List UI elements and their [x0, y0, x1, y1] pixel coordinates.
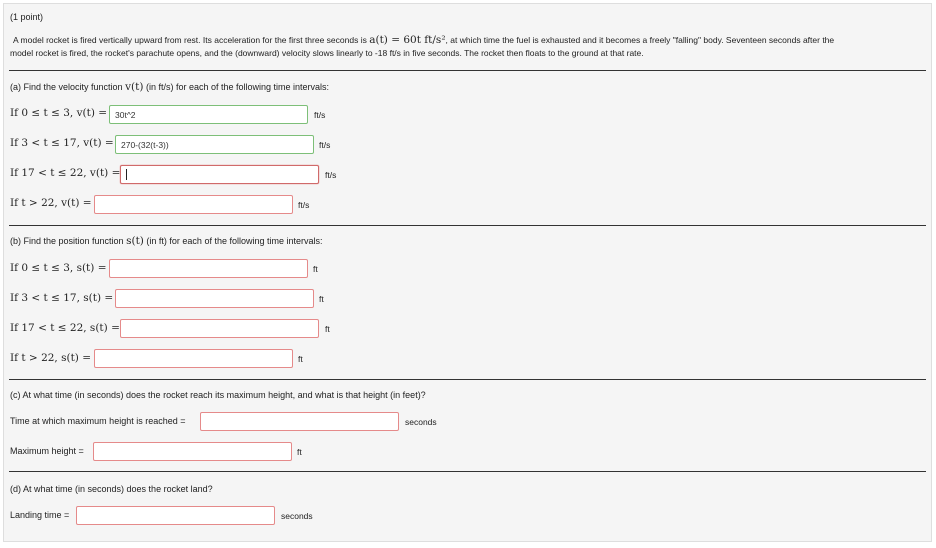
position-unit-4: ft	[298, 354, 303, 364]
part-b-prompt-text: (b) Find the position function	[10, 236, 124, 246]
velocity-input-4[interactable]	[94, 195, 293, 214]
divider	[9, 225, 926, 226]
velocity-symbol: v(t)	[125, 81, 144, 93]
part-b-prompt-text-2: (in ft) for each of the following time i…	[146, 236, 323, 246]
max-height-input[interactable]	[93, 442, 292, 461]
part-c-prompt: (c) At what time (in seconds) does the r…	[10, 390, 426, 400]
divider	[9, 70, 926, 71]
velocity-label-2: If 3 < t ≤ 17, v(t) =	[10, 137, 114, 149]
position-label-3: If 17 < t ≤ 22, s(t) =	[10, 322, 120, 334]
position-unit-2: ft	[319, 294, 324, 304]
position-label-2: If 3 < t ≤ 17, s(t) =	[10, 292, 114, 304]
acceleration-formula: a(t) = 60t ft/s²	[369, 34, 446, 46]
divider	[9, 379, 926, 380]
part-a-prompt-text: (a) Find the velocity function	[10, 82, 123, 92]
text-cursor	[126, 169, 127, 180]
max-time-label: Time at which maximum height is reached …	[10, 416, 186, 426]
max-height-unit: ft	[297, 447, 302, 457]
position-symbol: s(t)	[126, 235, 144, 247]
velocity-label-4: If t > 22, v(t) =	[10, 197, 92, 209]
max-height-label: Maximum height =	[10, 446, 84, 456]
landing-time-label: Landing time =	[10, 510, 70, 520]
position-input-4[interactable]	[94, 349, 293, 368]
landing-time-input[interactable]	[76, 506, 275, 525]
problem-text-1b: , at which time the fuel is exhausted an…	[445, 35, 835, 45]
velocity-label-1: If 0 ≤ t ≤ 3, v(t) =	[10, 107, 108, 119]
velocity-unit-4: ft/s	[298, 200, 310, 210]
velocity-unit-2: ft/s	[319, 140, 331, 150]
max-time-unit: seconds	[405, 417, 437, 427]
velocity-label-3: If 17 < t ≤ 22, v(t) =	[10, 167, 121, 179]
problem-panel: (1 point) A model rocket is fired vertic…	[3, 3, 932, 542]
part-a-prompt-text-2: (in ft/s) for each of the following time…	[145, 82, 330, 92]
velocity-unit-1: ft/s	[314, 110, 326, 120]
position-unit-1: ft	[313, 264, 318, 274]
part-a-prompt: (a) Find the velocity function v(t) (in …	[10, 82, 329, 93]
landing-time-unit: seconds	[281, 511, 313, 521]
position-input-3[interactable]	[120, 319, 319, 338]
position-unit-3: ft	[325, 324, 330, 334]
position-label-4: If t > 22, s(t) =	[10, 352, 92, 364]
velocity-input-3[interactable]	[120, 165, 319, 184]
problem-statement: A model rocket is fired vertically upwar…	[13, 34, 931, 47]
part-d-prompt: (d) At what time (in seconds) does the r…	[10, 484, 213, 494]
max-time-input[interactable]	[200, 412, 399, 431]
position-input-1[interactable]	[109, 259, 308, 278]
position-label-1: If 0 ≤ t ≤ 3, s(t) =	[10, 262, 107, 274]
velocity-input-2[interactable]	[115, 135, 314, 154]
divider	[9, 471, 926, 472]
part-b-prompt: (b) Find the position function s(t) (in …	[10, 236, 323, 247]
problem-text-2: model rocket is fired, the rocket's para…	[10, 48, 644, 58]
velocity-input-1[interactable]	[109, 105, 308, 124]
position-input-2[interactable]	[115, 289, 314, 308]
velocity-unit-3: ft/s	[325, 170, 337, 180]
problem-text-1a: A model rocket is fired vertically upwar…	[13, 35, 367, 45]
points-label: (1 point)	[10, 12, 44, 22]
